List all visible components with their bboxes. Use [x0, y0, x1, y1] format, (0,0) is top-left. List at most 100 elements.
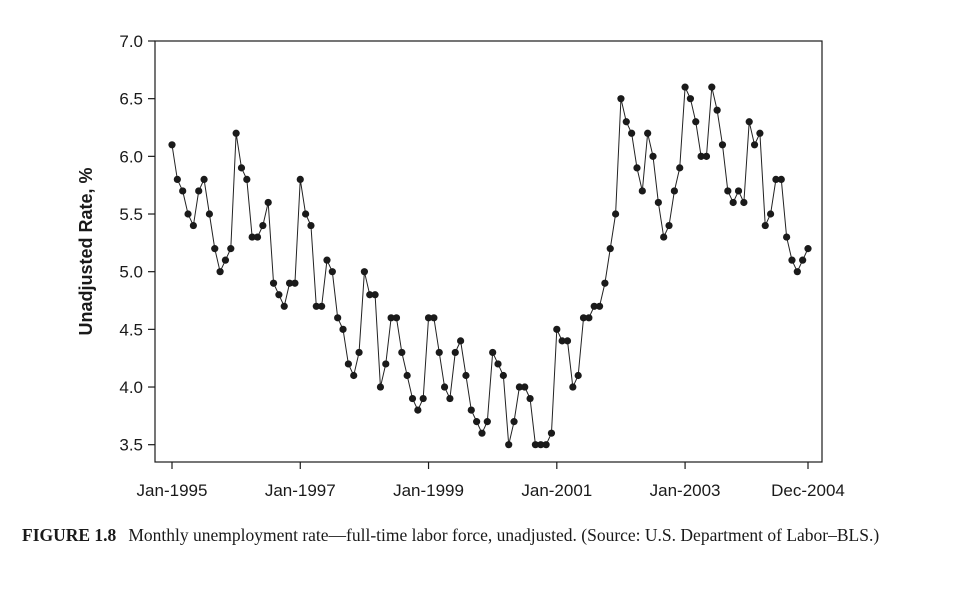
data-point: [168, 141, 176, 149]
data-point: [761, 221, 769, 230]
data-point: [793, 268, 801, 276]
data-point: [537, 441, 545, 449]
data-point: [702, 152, 711, 160]
x-tick-label: Dec-2004: [771, 481, 845, 500]
data-point: [285, 279, 294, 287]
data-point: [195, 187, 203, 195]
data-point: [713, 106, 721, 114]
data-point: [595, 302, 604, 310]
series-line: [171, 86, 809, 446]
data-point: [248, 233, 256, 241]
data-point: [275, 291, 283, 299]
data-point: [483, 418, 491, 426]
y-tick-label: 6.0: [119, 147, 143, 166]
data-point: [724, 187, 732, 195]
data-point: [494, 360, 502, 368]
data-point: [189, 221, 197, 230]
data-point: [339, 325, 347, 333]
data-point: [253, 233, 262, 241]
data-point: [740, 198, 748, 207]
data-point: [221, 256, 230, 264]
x-tick-label: Jan-1995: [137, 481, 208, 500]
data-point: [585, 314, 593, 322]
data-point: [200, 175, 208, 184]
data-point: [179, 187, 187, 195]
data-point: [205, 210, 214, 218]
data-point: [392, 314, 401, 322]
data-point: [435, 348, 443, 357]
data-point: [574, 371, 582, 380]
data-point: [515, 383, 523, 391]
data-point: [777, 175, 785, 184]
data-point: [676, 164, 684, 172]
y-tick-label: 6.5: [119, 90, 143, 109]
y-tick-label: 4.5: [119, 320, 143, 339]
data-point: [526, 394, 534, 403]
data-point: [563, 337, 572, 345]
data-point: [371, 291, 379, 299]
data-point: [269, 279, 278, 287]
data-point: [729, 198, 737, 207]
data-point: [457, 337, 465, 345]
x-tick-label: Jan-1999: [393, 481, 464, 500]
data-point: [633, 164, 641, 172]
data-point: [611, 210, 620, 218]
data-point: [606, 245, 614, 253]
data-point: [184, 210, 192, 218]
data-point: [387, 314, 395, 322]
data-point: [211, 245, 219, 253]
data-point: [350, 371, 358, 380]
data-point: [296, 175, 304, 184]
y-tick-label: 5.5: [119, 205, 143, 224]
data-point: [382, 360, 390, 368]
data-point: [708, 83, 716, 91]
data-point: [654, 198, 662, 207]
y-axis-ticks: 3.5 4.0 4.5 5.0 5.5 6.0 6.5 7.0: [119, 32, 155, 455]
data-point: [788, 256, 796, 264]
data-point: [259, 221, 267, 230]
data-point: [302, 210, 310, 218]
data-point: [579, 314, 588, 322]
data-point: [660, 233, 668, 241]
data-point: [414, 406, 422, 414]
data-point: [473, 418, 481, 426]
data-point: [686, 95, 695, 103]
data-point: [312, 302, 320, 310]
data-point: [403, 371, 411, 380]
data-point: [237, 164, 246, 172]
data-point: [419, 394, 427, 403]
figure-caption: FIGURE 1.8 Monthly unemployment rate—full…: [22, 522, 927, 548]
data-point: [510, 418, 518, 426]
data-point: [227, 245, 235, 253]
data-point: [766, 210, 775, 218]
data-point: [718, 141, 727, 149]
data-point: [772, 175, 780, 184]
data-point: [307, 221, 315, 230]
data-point: [799, 256, 807, 264]
data-point: [745, 118, 753, 126]
data-point: [355, 348, 363, 357]
data-point: [398, 348, 406, 357]
data-point: [478, 429, 486, 437]
data-point: [489, 348, 497, 357]
data-point: [505, 441, 513, 449]
data-point: [547, 429, 556, 437]
data-point: [440, 383, 449, 391]
data-point: [670, 187, 678, 195]
data-point: [804, 245, 812, 253]
data-point: [467, 406, 475, 414]
data-point: [692, 118, 700, 126]
plot-frame: [154, 40, 823, 463]
data-point: [756, 129, 764, 137]
figure-label: FIGURE 1.8: [22, 525, 117, 545]
data-point: [408, 394, 417, 403]
data-point: [628, 129, 636, 137]
data-point: [649, 152, 657, 160]
y-tick-label: 4.0: [119, 378, 143, 397]
y-tick-label: 5.0: [119, 263, 143, 282]
x-axis-ticks: Jan-1995 Jan-1997 Jan-1999 Jan-2001 Jan-2003…: [137, 462, 845, 500]
data-point: [376, 383, 385, 391]
data-point: [499, 371, 507, 380]
data-point: [531, 441, 540, 449]
data-point: [243, 175, 251, 184]
